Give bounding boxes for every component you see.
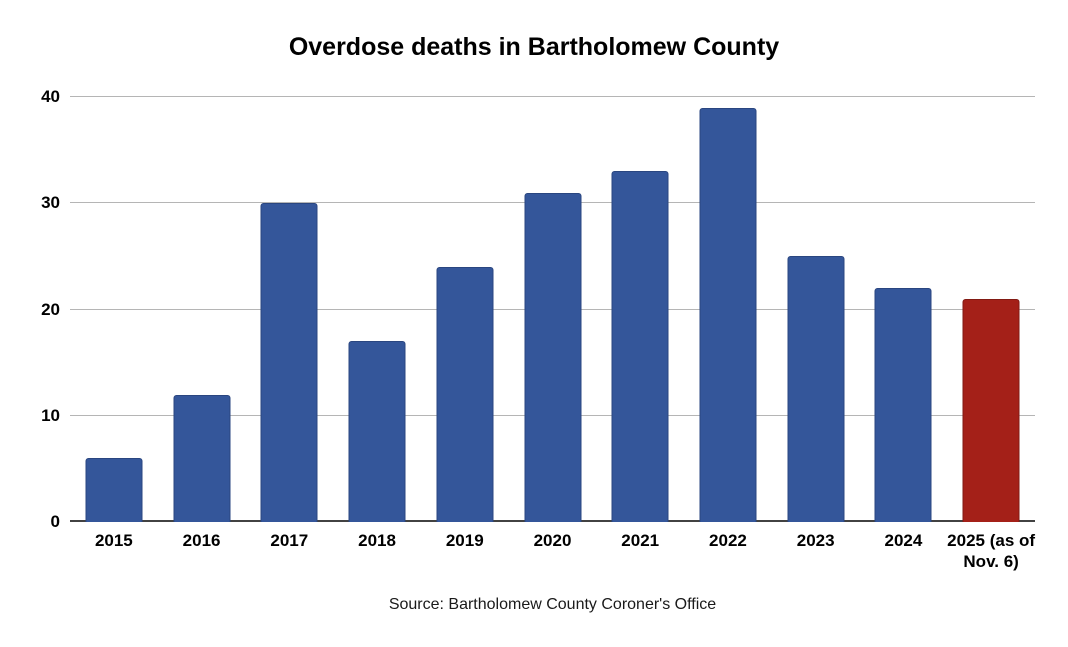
x-tick-label-2017: 2017 [270,531,309,550]
bar-2019 [436,267,494,522]
bar-2025 [962,298,1020,522]
plot-area: 0 10 20 30 40 [41,87,1035,531]
x-tick-label-2020: 2020 [533,531,572,550]
bar-2023 [787,256,845,522]
x-tick-label-2021: 2021 [621,531,660,550]
bar-2022 [699,107,757,522]
bar-2021 [611,171,669,522]
x-tick-label-2023: 2023 [796,531,835,550]
bar-2017 [260,203,318,522]
x-tick-label-2024: 2024 [884,531,923,550]
x-tick-label-2018: 2018 [358,531,396,550]
x-tick-label-2019: 2019 [445,531,484,550]
bar-2016 [173,394,231,522]
bar-2018 [348,341,406,522]
x-tick-label-2025: 2025 (as of Nov. 6) [947,531,1036,571]
y-tick-label-40: 40 [41,87,60,106]
x-tick-label-2016: 2016 [182,531,221,550]
y-tick-label-20: 20 [41,299,60,319]
y-tick-label-10: 10 [41,405,60,425]
source-caption: Source: Bartholomew County Coroner's Off… [388,596,717,613]
gridline-40 [70,96,1035,97]
y-tick-label-30: 30 [41,193,60,213]
x-tick-label-2015: 2015 [94,531,133,550]
bar-2020 [524,192,581,522]
bar-2024 [874,288,932,522]
x-tick-label-2022: 2022 [709,531,747,550]
y-tick-label-0: 0 [50,512,60,531]
bar-2015 [85,458,143,522]
x-axis-labels: 2015 2016 2017 2018 2019 2020 2021 2022 2023 2024… [70,531,1035,575]
chart-title: Overdose deaths in Bartholomew County [288,33,780,61]
